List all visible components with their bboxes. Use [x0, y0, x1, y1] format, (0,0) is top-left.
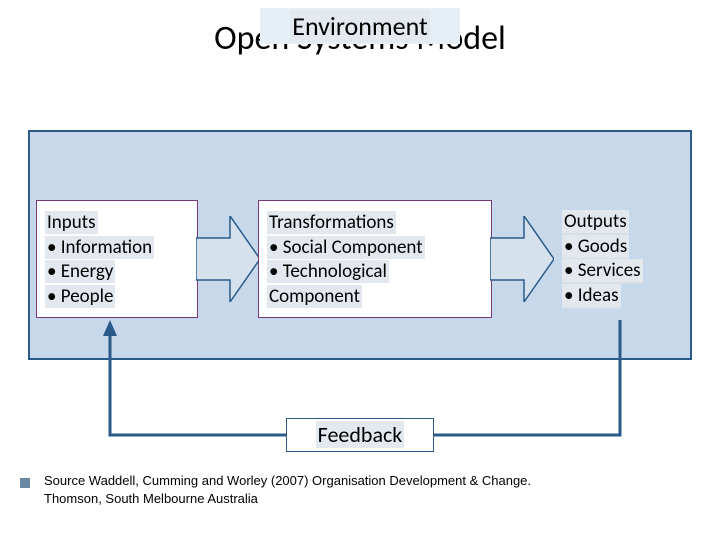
bullet-icon: [20, 478, 30, 488]
slide: Open Systems Model Environment Inputs • …: [0, 0, 720, 540]
feedback-connector: [0, 0, 720, 540]
source-citation: Source Waddell, Cumming and Worley (2007…: [44, 472, 694, 507]
feedback-label-box: Feedback: [286, 418, 434, 452]
